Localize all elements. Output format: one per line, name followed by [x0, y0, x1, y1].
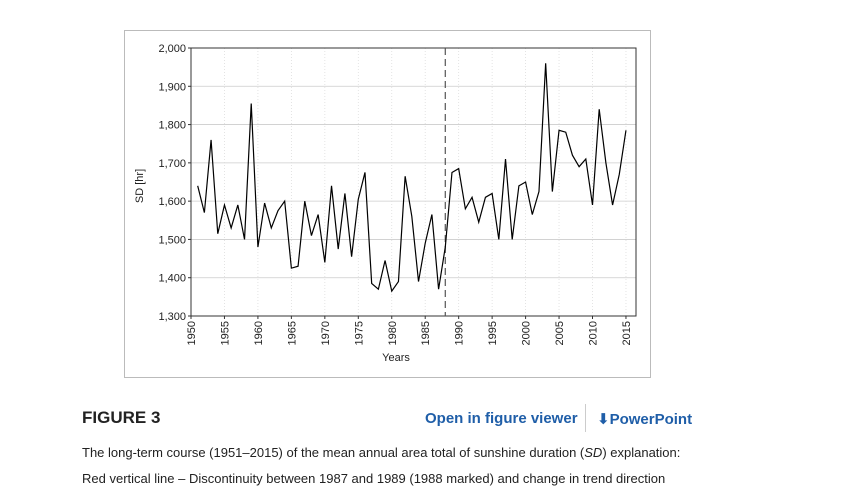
y-tick-label: 1,400 — [158, 273, 186, 285]
caption: The long-term course (1951–2015) of the … — [82, 440, 702, 492]
x-axis-title: Years — [382, 352, 410, 364]
y-tick-label: 2,000 — [158, 43, 186, 55]
x-tick-label: 2010 — [588, 321, 600, 345]
x-tick-label: 1990 — [454, 321, 466, 345]
y-tick-label: 1,800 — [158, 120, 186, 132]
figure-viewer-link[interactable]: Open in figure viewer — [425, 410, 578, 427]
x-tick-label: 2000 — [521, 321, 533, 345]
y-tick-label: 1,600 — [158, 196, 186, 208]
series-line — [197, 63, 627, 293]
chart: Years SD [hr] 1,300 1,400 1,500 1,600 1,700 1… — [124, 30, 651, 378]
x-tick-label: 1980 — [387, 321, 399, 345]
x-tick-label: 1975 — [353, 321, 365, 345]
powerpoint-link[interactable]: ⬇PowerPoint — [597, 411, 693, 428]
caption-italic: SD — [584, 445, 603, 460]
x-tick-label: 1985 — [420, 321, 432, 345]
y-tick-label: 1,700 — [158, 158, 186, 170]
x-tick-label: 1955 — [219, 321, 231, 345]
x-tick-label: 1965 — [286, 321, 298, 345]
x-tick-label: 2015 — [621, 321, 633, 345]
y-axis-title: SD [hr] — [134, 169, 146, 203]
caption-text: ) explanation: Red vertical line – Disco… — [82, 445, 681, 486]
plot-frame — [190, 47, 637, 317]
caption-text: The long-term course (1951–2015) of the … — [82, 445, 585, 460]
x-tick-label: 2005 — [554, 321, 566, 345]
y-tick-label: 1,500 — [158, 234, 186, 246]
x-tick-label: 1950 — [186, 321, 198, 345]
x-tick-label: 1960 — [253, 321, 265, 345]
x-tick-label: 1995 — [487, 321, 499, 345]
separator — [585, 404, 586, 432]
figure-label: FIGURE 3 — [82, 408, 161, 427]
y-tick-label: 1,900 — [158, 81, 186, 93]
y-tick-label: 1,300 — [158, 311, 186, 323]
x-tick-label: 1970 — [320, 321, 332, 345]
